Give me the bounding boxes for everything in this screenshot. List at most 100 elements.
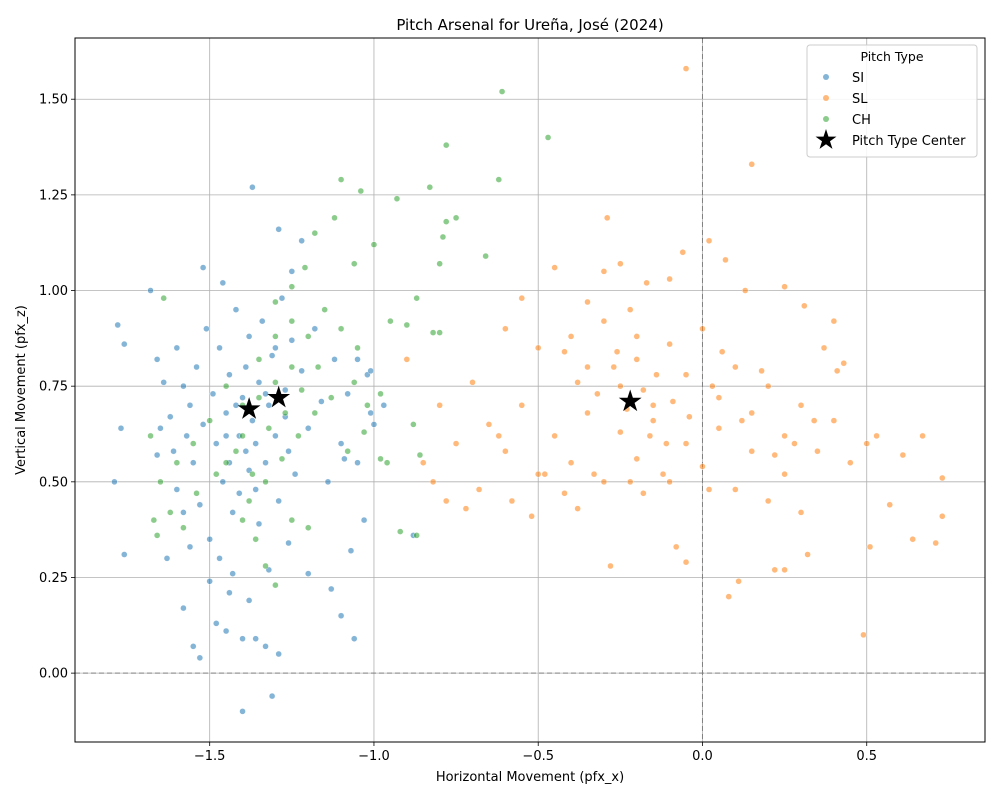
data-point-ch [413,294,420,302]
data-point-ch [282,409,289,417]
chart-title: Pitch Arsenal for Ureña, José (2024) [396,16,663,34]
data-point-sl [709,382,716,390]
data-point-ch [397,528,404,535]
data-point-ch [377,455,384,463]
data-point-sl [462,505,470,512]
data-point-ch [544,134,552,141]
data-point-si [167,413,174,420]
legend-label-ch: CH [852,113,871,128]
data-point-si [229,570,236,577]
data-point-sl [508,497,516,505]
data-point-sl [873,432,880,440]
data-point-sl [403,356,411,363]
data-point-ch [337,325,345,332]
data-point-ch [364,402,371,409]
y-tick-label: 1.00 [39,284,68,299]
data-point-sl [574,505,581,512]
data-point-si [275,650,282,658]
data-point-si [183,432,190,440]
data-point-si [173,344,181,352]
data-point-ch [278,455,286,463]
data-point-ch [498,88,506,95]
legend: Pitch Type SI SL CH Pitch Type Center [806,44,978,158]
data-point-ch [393,195,401,202]
reference-lines [75,38,985,742]
data-point-sl [633,455,640,463]
data-point-sl [541,470,548,478]
data-point-si [255,520,263,528]
data-point-sl [699,463,706,470]
data-point-sl [495,432,502,440]
data-point-sl [646,432,654,440]
data-point-si [305,425,312,432]
data-point-ch [262,562,269,570]
data-point-sl [633,333,640,340]
data-point-si [354,356,361,363]
series-ch [147,88,552,589]
data-point-sl [561,490,568,497]
data-point-si [288,268,296,275]
data-point-sl [840,360,847,367]
data-point-si [242,363,250,371]
data-point-sl [561,348,568,355]
center-star-ch [267,385,291,408]
data-point-sl [833,367,841,375]
y-tick-label: 1.25 [39,188,68,203]
data-point-sl [791,440,798,447]
data-point-ch [272,298,279,306]
data-point-sl [735,578,742,585]
data-point-sl [567,459,575,466]
data-point-sl [475,486,483,493]
data-point-sl [617,260,624,267]
data-point-ch [167,509,174,516]
data-point-si [173,486,181,493]
data-point-sl [814,448,821,455]
data-point-sl [738,417,746,424]
data-point-si [380,402,388,409]
data-point-si [337,612,345,619]
data-point-ch [272,333,279,340]
x-tick-label: 0.0 [692,749,713,764]
data-point-si [216,555,223,562]
legend-marker-ch [823,116,829,122]
data-point-sl [718,348,726,355]
data-point-sl [617,428,624,436]
data-point-sl [626,306,634,313]
data-point-sl [715,425,723,432]
data-point-si [367,367,374,375]
legend-marker-sl [823,95,829,101]
data-point-sl [764,382,772,390]
center-star-sl [618,389,642,412]
data-point-sl [567,333,575,340]
data-point-sl [909,536,916,543]
data-point-si [268,352,276,359]
legend-label-sl: SL [852,92,868,107]
data-point-ch [206,417,213,424]
data-point-si [193,363,200,371]
data-point-sl [939,513,946,520]
data-point-ch [288,317,296,325]
data-point-ch [272,379,279,386]
data-point-sl [666,478,673,486]
data-point-ch [331,214,338,222]
data-point-si [157,425,164,432]
data-point-sl [886,501,893,508]
data-point-sl [810,417,818,424]
data-point-sl [518,294,525,302]
data-point-sl [866,543,874,551]
data-point-ch [357,187,365,195]
data-point-sl [535,470,542,478]
data-point-sl [669,398,677,405]
data-point-sl [666,340,673,348]
data-point-sl [600,317,608,325]
data-point-ch [377,390,384,398]
data-point-sl [939,474,946,482]
data-point-ch [232,448,240,455]
data-point-si [331,356,338,363]
data-point-si [298,367,305,375]
data-point-si [344,390,351,398]
data-point-sl [643,279,650,287]
data-point-sl [820,344,828,352]
data-point-ch [153,532,161,539]
